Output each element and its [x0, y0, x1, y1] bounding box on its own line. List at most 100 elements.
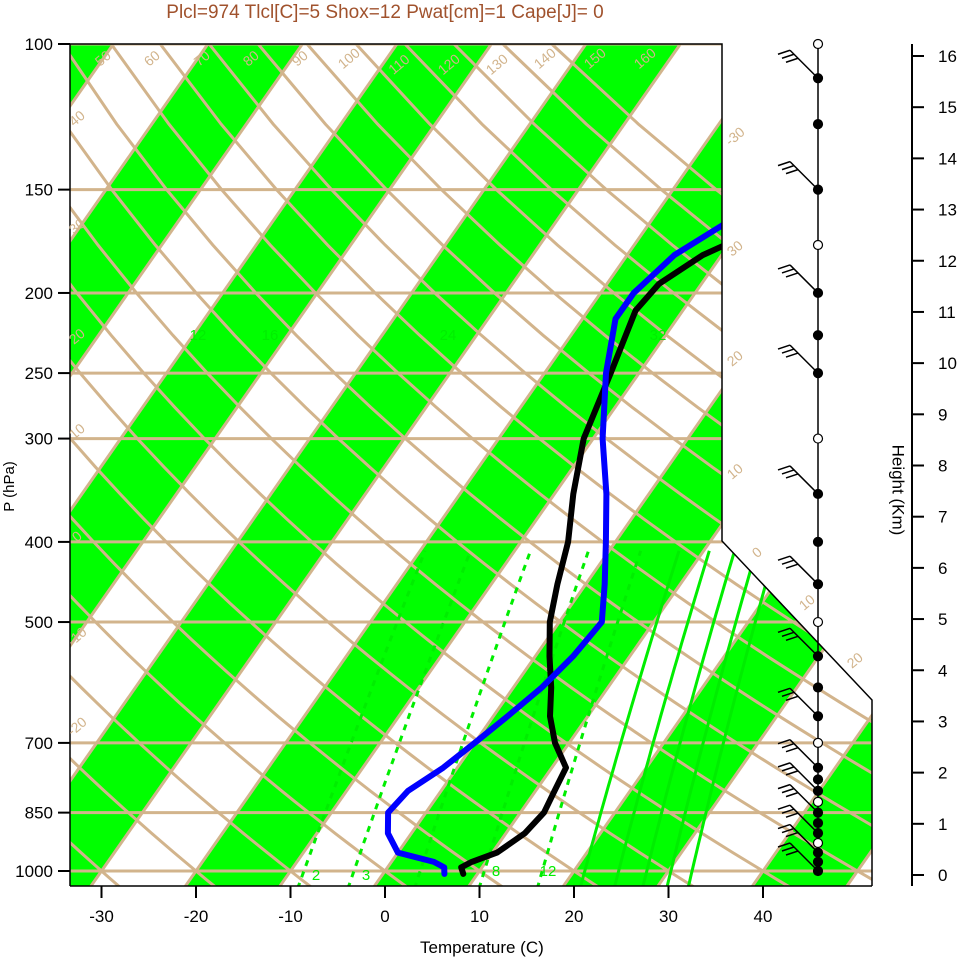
height-tick-label: 0 [938, 866, 947, 885]
wind-barb [789, 804, 819, 834]
height-tick-label: 13 [938, 201, 957, 220]
isotherm-label: -30 [722, 123, 748, 148]
dry-adiabat-line [70, 44, 602, 886]
mixing-ratio-line [640, 550, 737, 886]
wind-level-dot [812, 330, 824, 341]
wind-barb [789, 842, 819, 872]
dry-adiabat-line [70, 44, 506, 886]
wind-level-dot [812, 682, 824, 693]
mixing-ratio-lines [296, 550, 777, 886]
wind-barb [789, 824, 819, 854]
wind-level-dot [812, 119, 824, 130]
isotherm-label: -10 [64, 623, 90, 648]
wind-barb [789, 687, 819, 717]
mixing-ratio-label: 24 [440, 327, 457, 344]
isotherm-label: 20 [844, 649, 866, 671]
isotherm-label: 130 [483, 50, 511, 77]
band [364, 44, 872, 886]
height-tick-label: 11 [938, 303, 956, 322]
wind-barb-feather [781, 268, 795, 274]
wind-barb-feather [781, 787, 795, 794]
height-tick-label: 2 [938, 764, 947, 783]
x-tick-label: -10 [278, 907, 303, 926]
wind-barb-feather [785, 272, 799, 278]
wind-barb-feather [777, 687, 791, 693]
isotherm-line [646, 44, 872, 886]
height-tick-label: 8 [938, 457, 947, 476]
isotherm-line [70, 44, 503, 886]
dry-adiabat-line [70, 44, 219, 886]
wind-level-dot [812, 536, 824, 548]
wind-barb [789, 344, 819, 374]
height-tick-label: 6 [938, 559, 947, 578]
wind-barb-feather [781, 631, 795, 637]
wind-barb-feather [785, 57, 799, 63]
wind-barb-feather [781, 469, 795, 475]
wind-level-dot [812, 616, 824, 628]
wind-level-dot [812, 239, 824, 251]
wind-barb [789, 161, 819, 191]
isotherm-line [70, 44, 597, 886]
wind-barb-feather [781, 53, 795, 59]
wind-barbs-column [777, 38, 824, 877]
mixing-ratio-label: 16 [262, 327, 279, 344]
band [70, 44, 313, 886]
dry-adiabat-line [207, 44, 872, 886]
isotherm-label: 40 [66, 107, 88, 129]
x-tick-label: 20 [565, 907, 584, 926]
x-tick-label: 10 [470, 907, 489, 926]
wind-barb-feather [785, 352, 799, 358]
y-tick-label: 1000 [15, 862, 53, 881]
height-tick-label: 3 [938, 712, 947, 731]
height-tick-label: 12 [938, 252, 957, 271]
isotherm-line [70, 44, 219, 886]
y-tick-label: 850 [25, 804, 53, 823]
x-axis-label: Temperature (C) [420, 938, 544, 957]
wind-barb-feather [777, 842, 791, 848]
isotherm-line [174, 44, 786, 886]
wind-level-dot [812, 38, 824, 50]
mixing-ratio-line [477, 550, 590, 886]
mixing-ratio-line [346, 550, 472, 886]
chart-title: Plcl=974 Tlcl[C]=5 Shox=12 Pwat[cm]=1 Ca… [166, 2, 604, 23]
wind-barb [789, 784, 819, 814]
wind-level-dot [812, 774, 824, 785]
dry-adiabat-line [109, 44, 872, 886]
y-tick-label: 400 [25, 533, 53, 552]
wind-barb-feather [777, 738, 791, 745]
wind-barb-feather [781, 691, 795, 697]
wind-barb-feather [777, 804, 791, 810]
wind-barb-feather [777, 555, 791, 561]
dry-adiabat-line [70, 44, 698, 886]
band [70, 44, 691, 886]
mixing-ratio-line [296, 550, 427, 886]
height-tick-label: 9 [938, 405, 947, 424]
mixing-ratio-label: 8 [492, 863, 500, 880]
y-tick-label: 500 [25, 613, 53, 632]
x-tick-label: 0 [380, 907, 389, 926]
wind-barb-feather [777, 823, 791, 830]
mixing-ratio-line [578, 550, 681, 886]
wind-barb-feather [785, 695, 799, 701]
frame-outline [69, 43, 873, 886]
isotherm-label: 20 [724, 347, 746, 369]
wind-barb [789, 555, 819, 585]
wind-barb-feather [785, 746, 799, 753]
x-tick-label: -20 [184, 907, 209, 926]
y-tick-label: 300 [25, 430, 53, 449]
dry-adiabat-line [305, 44, 872, 886]
wind-barb-feather [777, 465, 791, 471]
wind-barb [789, 739, 819, 769]
wind-level-dot [812, 837, 824, 849]
wind-barb-feather [785, 812, 799, 818]
x-tick-label: -30 [89, 907, 114, 926]
wind-barb-feather [781, 846, 795, 852]
wind-barb-feather [777, 49, 791, 55]
wind-barb-feather [781, 742, 795, 749]
mixing-ratio-label: 2 [312, 867, 320, 884]
dry-adiabat-line [70, 44, 794, 886]
wind-level-dot [812, 817, 824, 829]
isotherm-label: 10 [796, 591, 818, 613]
